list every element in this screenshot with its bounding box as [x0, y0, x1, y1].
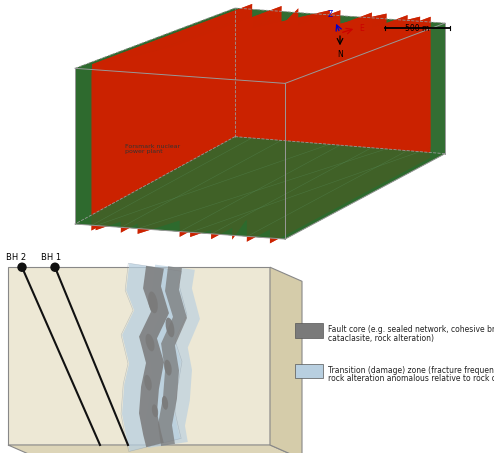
- Text: rock alteration anomalous relative to rock outside zon: rock alteration anomalous relative to ro…: [328, 374, 494, 383]
- Polygon shape: [211, 23, 371, 239]
- Polygon shape: [121, 6, 282, 77]
- Polygon shape: [138, 14, 387, 223]
- Polygon shape: [211, 142, 372, 239]
- Polygon shape: [270, 147, 431, 243]
- Ellipse shape: [152, 405, 158, 417]
- Polygon shape: [232, 17, 298, 240]
- Text: E: E: [359, 24, 364, 33]
- Polygon shape: [270, 27, 430, 243]
- Polygon shape: [122, 6, 282, 222]
- Text: Forsmark nuclear
power plant: Forsmark nuclear power plant: [125, 144, 180, 154]
- Polygon shape: [271, 17, 431, 233]
- Bar: [295, 364, 323, 378]
- Polygon shape: [212, 13, 372, 229]
- Polygon shape: [247, 26, 407, 241]
- Polygon shape: [91, 133, 252, 231]
- Polygon shape: [91, 14, 251, 231]
- Bar: [295, 323, 323, 337]
- Polygon shape: [180, 10, 340, 226]
- Polygon shape: [285, 23, 445, 239]
- Text: 500 m: 500 m: [405, 24, 430, 33]
- Polygon shape: [247, 145, 408, 241]
- Polygon shape: [270, 267, 302, 453]
- Polygon shape: [121, 135, 282, 233]
- Polygon shape: [122, 263, 186, 451]
- Polygon shape: [232, 8, 298, 84]
- Ellipse shape: [146, 334, 155, 352]
- Polygon shape: [75, 8, 235, 224]
- Polygon shape: [138, 144, 387, 234]
- Polygon shape: [75, 8, 445, 83]
- Polygon shape: [138, 14, 387, 78]
- Polygon shape: [211, 13, 372, 83]
- Polygon shape: [270, 17, 431, 87]
- Polygon shape: [96, 19, 329, 230]
- Text: Z: Z: [328, 10, 333, 19]
- Ellipse shape: [165, 318, 174, 337]
- Polygon shape: [92, 4, 252, 220]
- Circle shape: [51, 263, 59, 271]
- Text: cataclasite, rock alteration): cataclasite, rock alteration): [328, 333, 434, 342]
- Polygon shape: [180, 21, 340, 237]
- Polygon shape: [75, 137, 445, 239]
- Polygon shape: [8, 267, 270, 445]
- Polygon shape: [180, 140, 340, 237]
- Polygon shape: [8, 445, 302, 453]
- Polygon shape: [247, 15, 408, 231]
- Ellipse shape: [165, 360, 172, 376]
- Text: Fault core (e.g. sealed network, cohesive breccia,: Fault core (e.g. sealed network, cohesiv…: [328, 325, 494, 334]
- Polygon shape: [145, 265, 200, 448]
- Text: BH 1: BH 1: [41, 253, 61, 262]
- Polygon shape: [233, 8, 298, 231]
- Polygon shape: [96, 10, 330, 74]
- Text: BH 2: BH 2: [6, 253, 26, 262]
- Polygon shape: [158, 266, 187, 446]
- Polygon shape: [96, 140, 330, 230]
- Polygon shape: [190, 147, 420, 237]
- Ellipse shape: [148, 291, 158, 313]
- Polygon shape: [190, 26, 419, 237]
- Polygon shape: [75, 68, 285, 239]
- Polygon shape: [96, 10, 330, 221]
- Polygon shape: [91, 4, 252, 75]
- Polygon shape: [235, 8, 445, 154]
- Polygon shape: [180, 10, 340, 81]
- Text: N: N: [337, 50, 343, 59]
- Polygon shape: [138, 24, 386, 234]
- Ellipse shape: [162, 396, 168, 410]
- Polygon shape: [139, 266, 169, 447]
- Polygon shape: [190, 17, 420, 81]
- Text: Transition (damage) zone (fracture frequency and: Transition (damage) zone (fracture frequ…: [328, 366, 494, 375]
- Polygon shape: [75, 137, 445, 239]
- Ellipse shape: [144, 375, 152, 390]
- Polygon shape: [232, 138, 298, 240]
- Polygon shape: [191, 17, 420, 228]
- Polygon shape: [247, 15, 408, 86]
- Circle shape: [18, 263, 26, 271]
- Polygon shape: [121, 17, 281, 233]
